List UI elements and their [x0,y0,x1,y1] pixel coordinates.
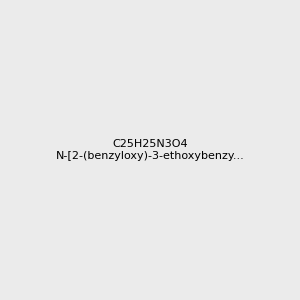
Text: C25H25N3O4
N-[2-(benzyloxy)-3-ethoxybenzy...: C25H25N3O4 N-[2-(benzyloxy)-3-ethoxybenz… [56,139,244,161]
